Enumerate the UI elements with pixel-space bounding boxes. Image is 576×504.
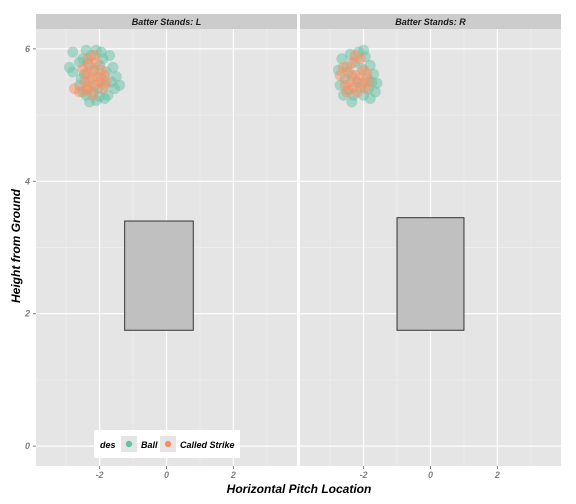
panel-1: Batter Stands: L bbox=[36, 14, 297, 466]
panels-layer: Batter Stands: L Batter Stands: R bbox=[36, 14, 561, 466]
x-tick-label: 0 bbox=[164, 470, 169, 480]
data-point-ball bbox=[336, 53, 348, 65]
data-point-ball bbox=[107, 61, 119, 73]
data-point-ball bbox=[364, 93, 376, 105]
data-point-called-strike bbox=[349, 49, 361, 61]
data-point-ball bbox=[80, 44, 92, 56]
data-point-ball bbox=[114, 79, 126, 91]
y-tick-label: 2 bbox=[24, 309, 30, 319]
data-point-called-strike bbox=[341, 86, 353, 98]
legend-label-ball: Ball bbox=[141, 440, 158, 450]
data-point-called-strike bbox=[89, 49, 101, 61]
x-tick-label: 0 bbox=[428, 470, 433, 480]
x-axis-title: Horizontal Pitch Location bbox=[227, 482, 372, 496]
data-point-ball bbox=[99, 93, 111, 105]
strike-zone bbox=[124, 220, 194, 331]
data-point-ball bbox=[104, 49, 116, 61]
data-point-called-strike bbox=[351, 86, 363, 98]
axes-layer: -2 0 2 -2 0 2 0 2 4 6 bbox=[24, 44, 500, 480]
data-point-ball bbox=[110, 71, 122, 83]
data-point-ball bbox=[67, 46, 79, 58]
x-tick-label: -2 bbox=[360, 470, 368, 480]
legend-title: des bbox=[100, 440, 116, 450]
y-tick-label: 4 bbox=[24, 176, 30, 186]
legend-dot-ball bbox=[125, 440, 133, 448]
y-tick-label: 0 bbox=[25, 441, 30, 451]
legend-label-called-strike: Called Strike bbox=[180, 440, 235, 450]
x-tick-label: -2 bbox=[96, 470, 104, 480]
data-point-called-strike bbox=[87, 89, 99, 101]
legend: des Ball Called Strike bbox=[94, 430, 240, 458]
data-point-ball bbox=[346, 96, 358, 108]
x-tick-label: 2 bbox=[230, 470, 236, 480]
data-point-ball bbox=[371, 77, 383, 89]
data-point-called-strike bbox=[100, 76, 112, 88]
panel-2: Batter Stands: R bbox=[300, 14, 561, 466]
y-axis-title: Height from Ground bbox=[9, 188, 23, 303]
x-tick-label: 2 bbox=[494, 470, 500, 480]
data-point-ball bbox=[67, 66, 79, 78]
strip-label: Batter Stands: R bbox=[395, 17, 466, 27]
strip-background bbox=[36, 14, 297, 29]
strip-label: Batter Stands: L bbox=[132, 17, 202, 27]
data-point-ball bbox=[358, 44, 370, 56]
y-tick-label: 6 bbox=[25, 44, 31, 54]
legend-dot-called-strike bbox=[164, 440, 172, 448]
strike-zone bbox=[396, 217, 465, 331]
data-point-called-strike bbox=[363, 76, 375, 88]
strip-background bbox=[300, 14, 561, 29]
